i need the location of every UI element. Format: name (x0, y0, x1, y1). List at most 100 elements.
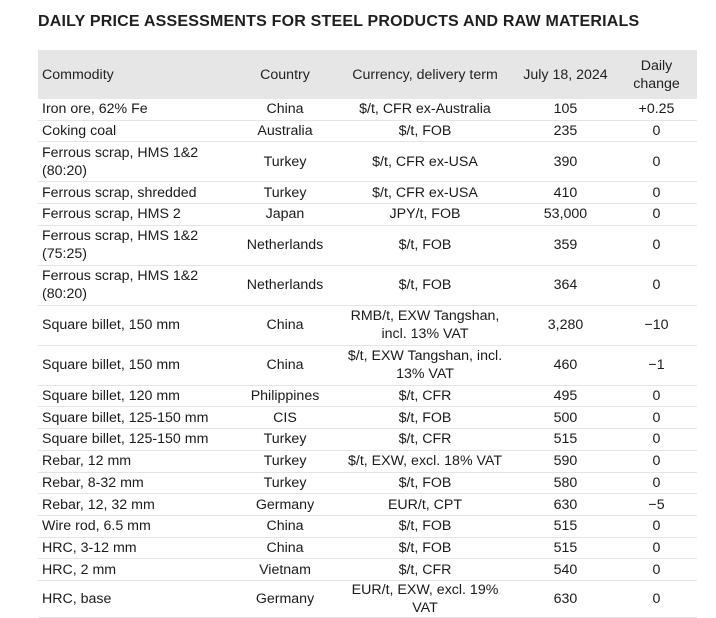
page-title: DAILY PRICE ASSESSMENTS FOR STEEL PRODUC… (38, 13, 640, 30)
cell-country: Germany (255, 590, 315, 607)
cell-price: 630 (553, 496, 578, 513)
cell-price: 500 (553, 409, 578, 426)
cell-change: 0 (652, 123, 661, 140)
cell-country: Turkey (263, 431, 307, 448)
table-row: Coking coal Australia $/t, FOB 235 0 (38, 120, 697, 142)
cell-country: Turkey (263, 453, 307, 470)
cell-price: 390 (553, 153, 578, 170)
cell-change: −10 (644, 317, 669, 334)
cell-country: China (266, 317, 304, 334)
cell-country: China (266, 539, 304, 556)
table-row: Ferrous scrap, HMS 1&2 (75:25) Netherland… (38, 225, 697, 266)
cell-currency: $/t, CFR ex-USA (372, 153, 478, 170)
cell-country: CIS (273, 409, 297, 426)
cell-commodity: Square billet, 150 mm (42, 357, 181, 374)
cell-currency: $/t, CFR (398, 561, 452, 578)
table-row: Rebar, 12, 32 mm Germany EUR/t, CPT 630 −5 (38, 494, 697, 516)
cell-country: Netherlands (246, 277, 324, 294)
cell-currency: $/t, FOB (398, 518, 452, 535)
table-row: Square billet, 120 mm Philippines $/t, CFR… (38, 385, 697, 407)
table-row: Rebar, 8-32 mm Turkey $/t, FOB 580 0 (38, 472, 697, 494)
cell-country: Japan (265, 206, 305, 223)
header-country: Country (235, 50, 335, 99)
table-body: Iron ore, 62% Fe China $/t, CFR ex-Austral… (38, 99, 697, 618)
cell-currency: $/t, FOB (398, 123, 452, 140)
cell-change: 0 (652, 388, 661, 405)
cell-price: 364 (553, 277, 578, 294)
cell-change: +0.25 (638, 101, 675, 118)
cell-commodity: Square billet, 125-150 mm (42, 431, 209, 448)
cell-commodity: HRC, 3-12 mm (42, 539, 137, 556)
cell-commodity: Coking coal (42, 123, 117, 140)
cell-price: 630 (553, 590, 578, 607)
cell-commodity: Rebar, 12 mm (42, 453, 132, 470)
header-daily-change: Daily change (616, 50, 697, 99)
cell-commodity: Ferrous scrap, HMS 1&2 (75:25) (42, 228, 199, 263)
cell-price: 515 (553, 431, 578, 448)
cell-change: 0 (652, 561, 661, 578)
cell-commodity: Square billet, 120 mm (42, 388, 181, 405)
table-row: Wire rod, 6.5 mm China $/t, FOB 515 0 (38, 515, 697, 538)
table-row: Square billet, 125-150 mm CIS $/t, FOB 500 0 (38, 407, 697, 429)
cell-change: 0 (652, 237, 661, 254)
cell-country: Netherlands (246, 237, 324, 254)
cell-price: 3,280 (547, 317, 584, 334)
cell-price: 515 (553, 539, 578, 556)
table-row: Square billet, 150 mm China $/t, EXW Tangs… (38, 345, 697, 386)
cell-price: 410 (553, 184, 578, 201)
cell-change: 0 (652, 277, 661, 294)
cell-currency: $/t, CFR ex-Australia (359, 101, 491, 118)
cell-country: Turkey (263, 184, 307, 201)
cell-commodity: Square billet, 150 mm (42, 317, 181, 334)
cell-currency: $/t, FOB (398, 474, 452, 491)
cell-change: 0 (652, 184, 661, 201)
cell-country: Germany (255, 496, 315, 513)
cell-change: 0 (652, 518, 661, 535)
cell-change: −5 (648, 496, 665, 513)
cell-country: Vietnam (259, 561, 311, 578)
header-commodity: Commodity (38, 50, 235, 99)
cell-country: Australia (257, 123, 313, 140)
cell-commodity: Rebar, 12, 32 mm (42, 496, 155, 513)
cell-country: China (266, 518, 304, 535)
cell-change: 0 (652, 409, 661, 426)
cell-price: 53,000 (543, 206, 588, 223)
cell-change: 0 (652, 206, 661, 223)
table-row: Ferrous scrap, shredded Turkey $/t, CFR ex… (38, 182, 697, 204)
cell-commodity: Wire rod, 6.5 mm (42, 518, 151, 535)
cell-currency: $/t, FOB (398, 277, 452, 294)
cell-change: 0 (652, 453, 661, 470)
cell-commodity: Ferrous scrap, HMS 2 (42, 206, 181, 223)
header-date: July 18, 2024 (515, 50, 616, 99)
table-row: HRC, 2 mm Vietnam $/t, CFR 540 0 (38, 559, 697, 581)
cell-currency: EUR/t, EXW, excl. 19% VAT (351, 581, 499, 616)
cell-currency: $/t, FOB (398, 539, 452, 556)
cell-commodity: HRC, base (42, 590, 112, 607)
table-row: Square billet, 150 mm China RMB/t, EXW Tan… (38, 305, 697, 346)
cell-change: 0 (652, 431, 661, 448)
cell-commodity: Ferrous scrap, HMS 1&2 (80:20) (42, 268, 199, 303)
cell-price: 515 (553, 518, 578, 535)
cell-price: 235 (553, 123, 578, 140)
header-change-line2: change (633, 75, 680, 92)
cell-change: 0 (652, 153, 661, 170)
cell-currency: $/t, CFR (398, 431, 452, 448)
cell-price: 460 (553, 357, 578, 374)
table-row: Iron ore, 62% Fe China $/t, CFR ex-Austral… (38, 99, 697, 121)
cell-currency: $/t, EXW Tangshan, incl. 13% VAT (347, 348, 503, 383)
cell-price: 105 (553, 101, 578, 118)
cell-commodity: Rebar, 8-32 mm (42, 474, 144, 491)
cell-country: Turkey (263, 474, 307, 491)
cell-country: Philippines (250, 388, 320, 405)
cell-currency: $/t, FOB (398, 409, 452, 426)
cell-currency: $/t, EXW, excl. 18% VAT (347, 453, 502, 470)
cell-currency: $/t, CFR (398, 388, 452, 405)
cell-price: 580 (553, 474, 578, 491)
cell-commodity: Iron ore, 62% Fe (42, 101, 148, 118)
table-header-row: Commodity Country Currency, delivery ter… (38, 50, 697, 99)
table-row: Ferrous scrap, HMS 2 Japan JPY/t, FOB 53,00… (38, 204, 697, 226)
price-table: Commodity Country Currency, delivery ter… (38, 50, 697, 618)
cell-commodity: HRC, 2 mm (42, 561, 117, 578)
cell-currency: RMB/t, EXW Tangshan, incl. 13% VAT (350, 308, 500, 343)
cell-country: China (266, 101, 304, 118)
